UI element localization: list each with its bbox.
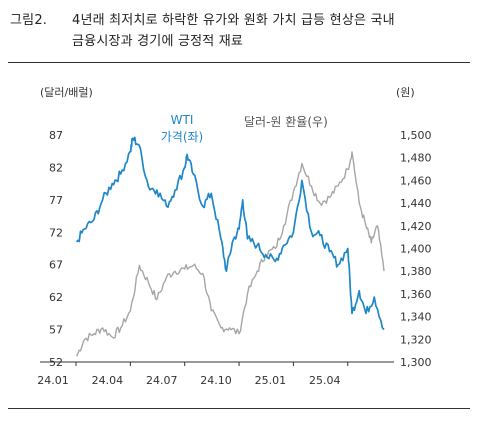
left-axis-tick-label: 57 — [49, 324, 63, 337]
x-axis-tick-label: 24.04 — [92, 374, 124, 387]
right-axis-tick-label: 1,340 — [400, 311, 432, 324]
wti-price-line — [75, 136, 385, 331]
left-axis-tick-label: 67 — [49, 259, 63, 272]
right-axis-ticks: 1,500 1,480 1,460 1,440 1,420 1,400 1,380 1,360… — [400, 129, 432, 369]
left-axis-tick-label: 72 — [49, 226, 63, 239]
bottom-rule — [8, 408, 470, 409]
right-axis-tick-label: 1,440 — [400, 197, 432, 210]
x-axis-tick-label: 24.10 — [200, 374, 232, 387]
x-axis-ticks: 24.01 24.04 24.07 24.10 25.01 25.04 — [37, 362, 349, 387]
right-axis-tick-label: 1,420 — [400, 220, 432, 233]
right-axis-tick-label: 1,320 — [400, 333, 432, 346]
wti-legend-label-1: WTI — [171, 113, 194, 127]
series-lines — [75, 136, 385, 357]
figure-label: 그림2. — [10, 13, 48, 28]
right-axis-tick-label: 1,380 — [400, 265, 432, 278]
x-axis-tick-label: 24.01 — [37, 374, 69, 387]
right-axis-tick-label: 1,460 — [400, 174, 432, 187]
figure-title-line-1: 그림2. 4년래 최저치로 하락한 유가와 원화 가치 급등 현상은 국내 — [10, 10, 470, 31]
right-axis-tick-label: 1,360 — [400, 288, 432, 301]
right-axis-tick-label: 1,400 — [400, 243, 432, 256]
usdkrw-legend-label: 달러-원 환율(우) — [244, 115, 328, 129]
figure-title-text-1: 4년래 최저치로 하락한 유가와 원화 가치 급등 현상은 국내 — [72, 13, 395, 28]
left-axis-tick-label: 87 — [49, 129, 63, 142]
usdkrw-rate-line — [75, 151, 385, 357]
figure-title-line-2: 금융시장과 경기에 긍정적 재료 — [72, 34, 244, 49]
left-axis-tick-label: 62 — [49, 291, 63, 304]
wti-legend-label-2: 가격(좌) — [161, 130, 203, 144]
right-axis-tick-label: 1,500 — [400, 129, 432, 142]
left-axis-unit-label: (달러/배럴) — [40, 86, 93, 99]
figure-title: 그림2. 4년래 최저치로 하락한 유가와 원화 가치 급등 현상은 국내 금융시… — [10, 10, 470, 52]
left-axis-tick-label: 82 — [49, 161, 63, 174]
x-axis-tick-label: 24.07 — [146, 374, 178, 387]
x-axis-tick-label: 25.01 — [255, 374, 287, 387]
right-axis-tick-label: 1,300 — [400, 356, 432, 369]
top-rule — [8, 62, 470, 63]
right-axis-unit-label: (원) — [396, 86, 415, 99]
x-axis-tick-label: 25.04 — [309, 374, 341, 387]
right-axis-tick-label: 1,480 — [400, 152, 432, 165]
left-axis-tick-label: 77 — [49, 194, 63, 207]
